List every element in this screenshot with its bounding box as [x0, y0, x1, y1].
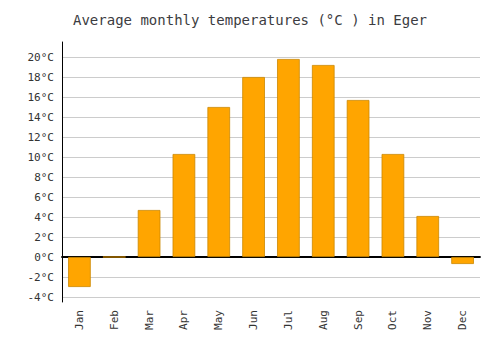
svg-text:Jan: Jan — [73, 310, 86, 330]
svg-text:10°C: 10°C — [28, 151, 55, 164]
svg-text:0°C: 0°C — [34, 251, 54, 264]
svg-text:Apr: Apr — [177, 310, 190, 330]
svg-text:Sep: Sep — [352, 310, 365, 330]
svg-text:Feb: Feb — [108, 310, 121, 330]
svg-text:-4°C: -4°C — [28, 291, 55, 304]
svg-text:May: May — [212, 310, 225, 330]
svg-text:12°C: 12°C — [28, 131, 55, 144]
svg-text:Oct: Oct — [386, 310, 399, 330]
svg-text:8°C: 8°C — [34, 171, 54, 184]
svg-text:20°C: 20°C — [28, 51, 55, 64]
svg-text:18°C: 18°C — [28, 71, 55, 84]
svg-text:2°C: 2°C — [34, 231, 54, 244]
svg-text:Nov: Nov — [421, 310, 434, 330]
svg-text:4°C: 4°C — [34, 211, 54, 224]
svg-text:Dec: Dec — [456, 310, 469, 330]
svg-text:Average monthly temperatures (: Average monthly temperatures (°C ) in Eg… — [73, 12, 427, 28]
svg-text:Jul: Jul — [282, 310, 295, 330]
svg-text:6°C: 6°C — [34, 191, 54, 204]
svg-text:14°C: 14°C — [28, 111, 55, 124]
svg-text:-2°C: -2°C — [28, 271, 55, 284]
svg-text:Jun: Jun — [247, 310, 260, 330]
svg-text:16°C: 16°C — [28, 91, 55, 104]
svg-text:Aug: Aug — [317, 310, 330, 330]
svg-text:Mar: Mar — [143, 310, 156, 330]
